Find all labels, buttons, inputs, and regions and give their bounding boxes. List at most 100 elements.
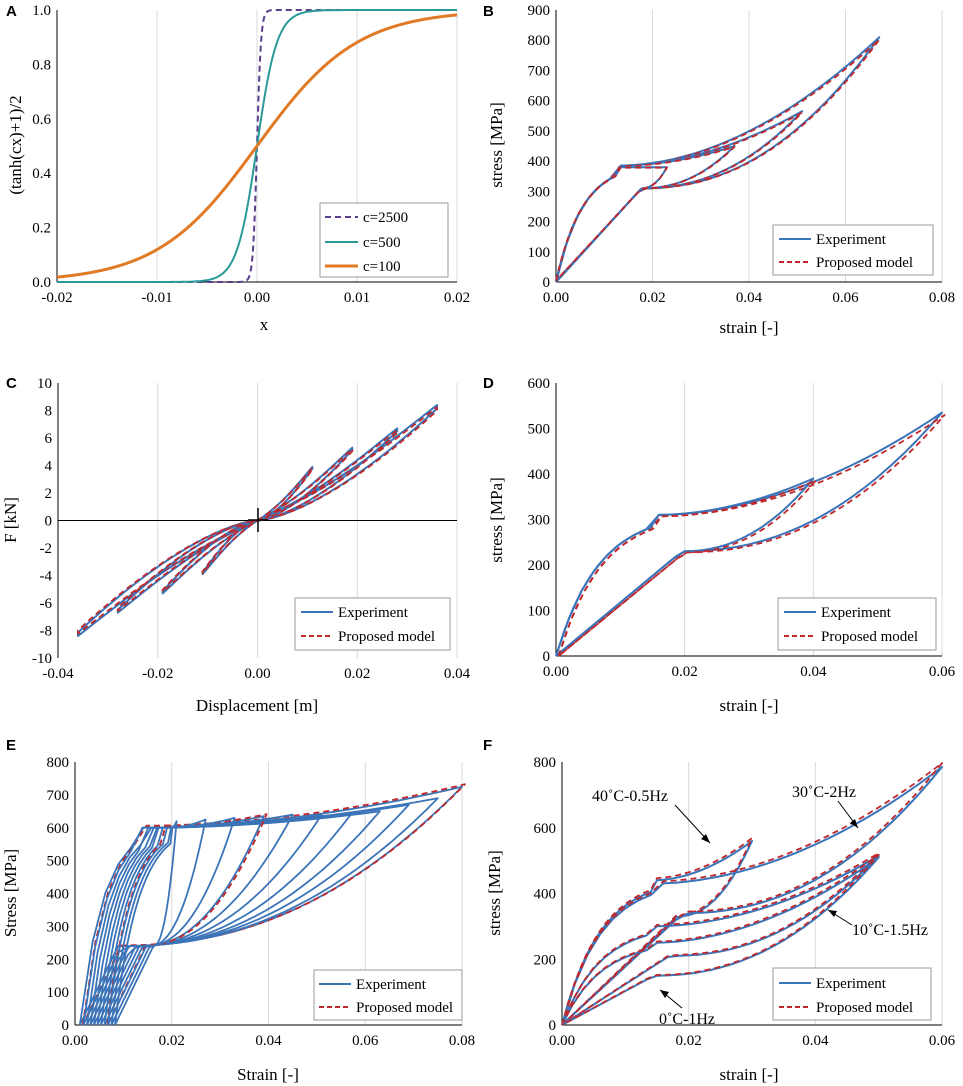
panel-c-xtick-1: -0.02 [142, 666, 173, 682]
panel-e: E 0.00 0.02 0.04 0.06 0.08 0 100 200 300 400 500 60… [1, 737, 475, 1084]
panel-e-ytick-6: 600 [47, 821, 70, 837]
panel-a-ytick-0: 0.0 [32, 275, 51, 291]
experiment-loop-3 [555, 166, 668, 283]
panel-d-xtick-1: 0.02 [672, 664, 698, 680]
model-loop-0 [81, 783, 466, 1026]
model-loop-1 [555, 111, 803, 282]
panel-b-xtick-3: 0.06 [832, 290, 859, 306]
panel-e-ytick-5: 500 [47, 854, 70, 870]
panel-b-xtick-1: 0.02 [639, 290, 665, 306]
panel-f-ytick-1: 200 [534, 952, 557, 968]
panel-d-xtick-3: 0.06 [929, 664, 956, 680]
panel-e-legend-box [313, 969, 463, 1021]
panel-c-xtick-0: -0.04 [42, 666, 74, 682]
legend-label-experiment-b: Experiment [816, 232, 887, 248]
legend-label-c2500: c=2500 [363, 210, 408, 226]
panel-e-ytick-3: 300 [47, 919, 70, 935]
panel-e-xlabel: Strain [-] [237, 1065, 299, 1084]
panel-b-xlabel: strain [-] [719, 318, 778, 337]
panel-c-ytick-7: 4 [45, 459, 53, 475]
experiment-loop-10 [114, 820, 178, 1026]
panel-d-series [555, 411, 946, 657]
panel-d-legend: Experiment Proposed model [777, 597, 937, 651]
panel-c-xtick-3: 0.02 [344, 666, 370, 682]
panel-c-ytick-5: 0 [45, 514, 53, 530]
panel-d-ytick-6: 600 [528, 376, 551, 392]
panel-e-ytick-4: 400 [47, 887, 70, 903]
legend-label-c100: c=100 [363, 259, 401, 275]
panel-a-xtick-2: 0.00 [244, 290, 270, 306]
panel-e-xtick-4: 0.08 [449, 1033, 475, 1049]
annotation-30c: 30˚C-2Hz [792, 784, 856, 801]
panel-b: B 0.00 0.02 0.04 0.06 0.08 0 100 200 300 400 500 60… [483, 3, 955, 337]
panel-e-series [78, 783, 466, 1026]
panel-a-ytick-5: 1.0 [32, 3, 51, 19]
panel-a-xtick-3: 0.01 [344, 290, 370, 306]
panel-c-ytick-10: 10 [37, 376, 52, 392]
panel-e-ytick-0: 0 [62, 1018, 70, 1034]
panel-f-ylabel: stress [MPa] [485, 850, 504, 935]
panel-d-ytick-1: 100 [528, 604, 551, 620]
panel-a-letter: A [6, 3, 17, 20]
panel-a-legend: c=2500 c=500 c=100 [319, 202, 449, 278]
panel-e-letter: E [6, 737, 16, 754]
panel-e-xtick-2: 0.04 [255, 1033, 282, 1049]
annotation-0c-arrowhead [660, 990, 669, 998]
panel-d-legend-box [777, 597, 937, 651]
panel-b-ticks: 0.00 0.02 0.04 0.06 0.08 0 100 200 300 400 500 600 7… [528, 3, 956, 306]
panel-e-ytick-2: 200 [47, 952, 70, 968]
panel-c-ytick-6: 2 [45, 486, 53, 502]
panel-b-ytick-1: 100 [528, 245, 551, 261]
panel-b-ytick-8: 800 [528, 33, 551, 49]
panel-d-xtick-0: 0.00 [543, 664, 569, 680]
panel-f-ytick-2: 400 [534, 887, 557, 903]
panel-d-ytick-4: 400 [528, 467, 551, 483]
panel-f-xtick-3: 0.06 [929, 1033, 956, 1049]
panel-d-xlabel: strain [-] [719, 696, 778, 715]
panel-a-ytick-4: 0.8 [32, 57, 51, 73]
panel-b-ytick-3: 300 [528, 184, 551, 200]
panel-a-ytick-1: 0.2 [32, 221, 51, 237]
panel-e-legend: Experiment Proposed model [313, 969, 463, 1021]
panel-f-xlabel: strain [-] [719, 1065, 778, 1084]
panel-f-letter: F [483, 737, 492, 754]
panel-b-ytick-2: 200 [528, 215, 551, 231]
panel-e-ticks: 0.00 0.02 0.04 0.06 0.08 0 100 200 300 400 500 600 7… [47, 755, 476, 1049]
experiment-loop-1 [555, 110, 804, 283]
panel-d-ytick-3: 300 [528, 513, 551, 529]
panel-b-legend: Experiment Proposed model [772, 224, 934, 276]
experiment-loop-1 [561, 765, 943, 1026]
panel-e-xtick-1: 0.02 [159, 1033, 185, 1049]
panel-e-ytick-8: 800 [47, 755, 70, 771]
legend-label-experiment-d: Experiment [821, 605, 892, 621]
series-c-100 [56, 13, 458, 279]
annotation-30c-arrowhead [850, 819, 858, 828]
panel-a-ytick-2: 0.4 [32, 166, 51, 182]
panel-e-ytick-1: 100 [47, 985, 70, 1001]
panel-a-xtick-1: -0.01 [141, 290, 172, 306]
annotation-10c: 10˚C-1.5Hz [852, 922, 928, 939]
panel-a-series [56, 9, 458, 283]
panel-b-legend-box [772, 224, 934, 276]
panel-a-xlabel: x [260, 315, 269, 334]
panel-f-ytick-3: 600 [534, 821, 557, 837]
panel-a-ticks: -0.02 -0.01 0.00 0.01 0.02 0.0 0.2 0.4 0.6 0.8 1.0 [32, 3, 470, 306]
panel-a-grid [156, 10, 458, 282]
panel-c-xlabel: Displacement [m] [196, 696, 318, 715]
panel-c-ytick-3: -4 [40, 569, 53, 585]
panel-d-ylabel: stress [MPa] [487, 477, 506, 562]
panel-b-ytick-6: 600 [528, 94, 551, 110]
panel-f-series [561, 762, 943, 1026]
panel-c-ytick-8: 6 [45, 431, 53, 447]
panel-c-ticks: -0.04 -0.02 0.00 0.02 0.04 -10 -8 -6 -4 -2 0 2 4 6 8 10 [32, 376, 471, 682]
panel-a-xtick-4: 0.02 [444, 290, 470, 306]
panel-d-ticks: 0.00 0.02 0.04 0.06 0 100 200 300 400 500 600 [528, 376, 956, 680]
panel-a: A -0.02 -0.01 0.00 0.01 0.02 0.0 0.2 0.4 0.6 0.8 1… [6, 3, 470, 334]
panel-c-ytick-0: -10 [32, 651, 52, 667]
panel-c-legend-box [294, 597, 451, 651]
panel-c-xtick-2: 0.00 [244, 666, 270, 682]
panel-b-xtick-4: 0.08 [929, 290, 955, 306]
panel-b-ytick-4: 400 [528, 154, 551, 170]
annotation-0c: 0˚C-1Hz [659, 1011, 715, 1028]
panel-f-xtick-0: 0.00 [549, 1033, 575, 1049]
